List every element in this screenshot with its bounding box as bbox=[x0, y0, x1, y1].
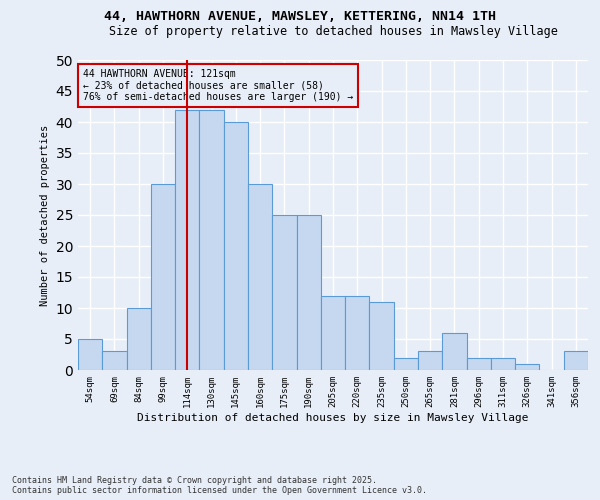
Bar bbox=[321, 296, 345, 370]
X-axis label: Distribution of detached houses by size in Mawsley Village: Distribution of detached houses by size … bbox=[137, 412, 529, 422]
Bar bbox=[467, 358, 491, 370]
Title: Size of property relative to detached houses in Mawsley Village: Size of property relative to detached ho… bbox=[109, 25, 557, 38]
Bar bbox=[515, 364, 539, 370]
Text: 44, HAWTHORN AVENUE, MAWSLEY, KETTERING, NN14 1TH: 44, HAWTHORN AVENUE, MAWSLEY, KETTERING,… bbox=[104, 10, 496, 23]
Bar bbox=[175, 110, 199, 370]
Bar bbox=[151, 184, 175, 370]
Bar bbox=[491, 358, 515, 370]
Bar bbox=[248, 184, 272, 370]
Bar bbox=[272, 215, 296, 370]
Bar bbox=[370, 302, 394, 370]
Y-axis label: Number of detached properties: Number of detached properties bbox=[40, 124, 50, 306]
Bar bbox=[394, 358, 418, 370]
Bar bbox=[224, 122, 248, 370]
Bar bbox=[418, 352, 442, 370]
Bar bbox=[199, 110, 224, 370]
Bar bbox=[102, 352, 127, 370]
Bar bbox=[127, 308, 151, 370]
Text: 44 HAWTHORN AVENUE: 121sqm
← 23% of detached houses are smaller (58)
76% of semi: 44 HAWTHORN AVENUE: 121sqm ← 23% of deta… bbox=[83, 70, 353, 102]
Text: Contains HM Land Registry data © Crown copyright and database right 2025.
Contai: Contains HM Land Registry data © Crown c… bbox=[12, 476, 427, 495]
Bar bbox=[78, 339, 102, 370]
Bar bbox=[296, 215, 321, 370]
Bar bbox=[345, 296, 370, 370]
Bar bbox=[442, 333, 467, 370]
Bar bbox=[564, 352, 588, 370]
